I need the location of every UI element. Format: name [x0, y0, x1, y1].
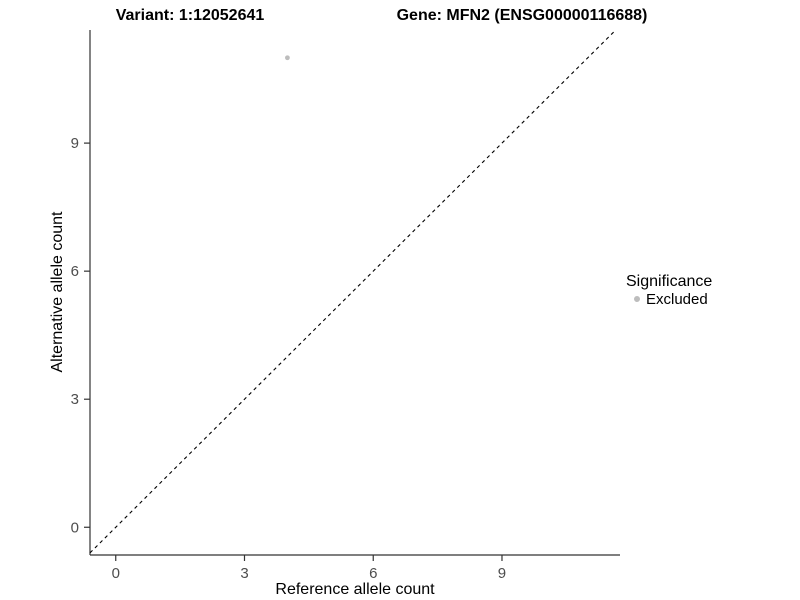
y-tick-label: 6 [71, 263, 79, 280]
x-tick-label: 9 [498, 565, 506, 582]
identity-reference-line [89, 29, 617, 554]
legend-entry-label: Excluded [646, 291, 708, 308]
y-tick-label: 3 [71, 391, 79, 408]
variant-title: Variant: 1:12052641 [116, 7, 265, 24]
x-tick-label: 0 [112, 565, 120, 582]
y-tick-label: 0 [71, 519, 79, 536]
legend: Significance Excluded [626, 273, 712, 308]
legend-key-dot-icon [634, 296, 640, 302]
y-axis-title: Alternative allele count [49, 211, 66, 373]
x-axis-title: Reference allele count [275, 581, 435, 598]
legend-entry-excluded: Excluded [634, 291, 708, 308]
legend-title: Significance [626, 273, 712, 290]
gene-title: Gene: MFN2 (ENSG00000116688) [397, 7, 648, 24]
plot-area: 0 3 6 9 0 3 6 9 [71, 29, 620, 582]
x-tick-label: 6 [369, 565, 377, 582]
x-tick-label: 3 [240, 565, 248, 582]
y-tick-label: 9 [71, 135, 79, 152]
data-point [285, 55, 290, 61]
